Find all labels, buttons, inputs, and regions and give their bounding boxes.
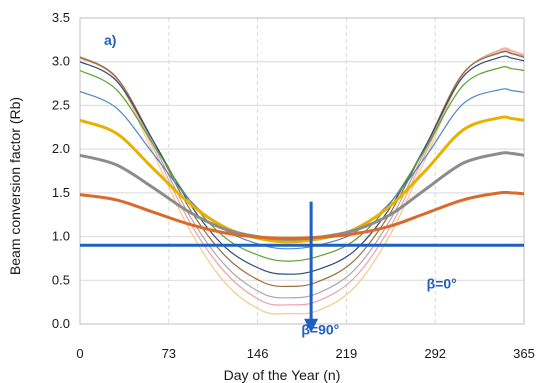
- y-tick-label: 0.5: [52, 272, 70, 287]
- x-tick-label: 0: [76, 346, 83, 361]
- y-tick-label: 2.5: [52, 97, 70, 112]
- series-line-4: [79, 115, 525, 244]
- series-line-9: [79, 50, 525, 299]
- series-line-2: [79, 190, 525, 240]
- panel-label: a): [104, 32, 116, 48]
- plot-area-border: [79, 17, 525, 325]
- x-tick-label: 365: [513, 346, 535, 361]
- series-line-7: [79, 55, 525, 275]
- y-tick-label: 2.0: [52, 141, 70, 156]
- annotations: β=0° β=90°: [301, 201, 457, 337]
- x-tick-label: 73: [162, 346, 176, 361]
- y-tick-label: 3.0: [52, 54, 70, 69]
- beta-min-label: β=0°: [427, 276, 457, 292]
- tick-labels: 0.0 0.5 1.0 1.5 2.0 2.5 3.0 3.5 0 73 146 219 292 365: [52, 10, 535, 361]
- y-tick-label: 3.5: [52, 10, 70, 25]
- data-series: [79, 47, 525, 315]
- y-tick-label: 0.0: [52, 316, 70, 331]
- x-tick-label: 219: [336, 346, 358, 361]
- y-axis-title: Beam conversion factor (Rb): [7, 97, 23, 275]
- y-tick-label: 1.0: [52, 229, 70, 244]
- y-tick-label: 1.5: [52, 185, 70, 200]
- beta-max-label: β=90°: [301, 321, 339, 337]
- x-axis-title: Day of the Year (n): [224, 367, 341, 383]
- x-tick-label: 292: [424, 346, 446, 361]
- x-tick-label: 146: [247, 346, 269, 361]
- arrow-head-icon: [304, 318, 319, 333]
- series-line-6: [79, 66, 525, 262]
